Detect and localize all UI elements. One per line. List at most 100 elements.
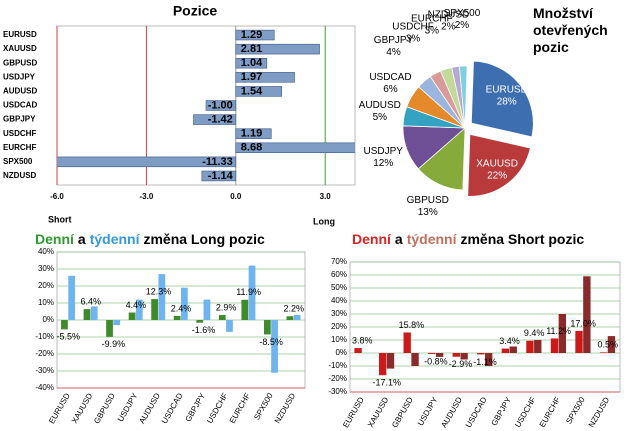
x-tick-label: EURCHF: [538, 395, 563, 428]
value-label: 15.8%: [399, 320, 425, 330]
y-tick-label: NZDUSD: [3, 171, 37, 180]
value-label: -1.6%: [192, 325, 216, 335]
x-tick-label: AUDUSD: [137, 391, 162, 425]
slice-label: GBPJPY: [374, 35, 414, 46]
x-tick-label: EURUSD: [47, 391, 72, 425]
pie-slice: [467, 133, 531, 197]
bar: [386, 353, 395, 369]
value-label: 2.4%: [171, 303, 192, 313]
y-tick-label: 40%: [331, 296, 347, 305]
bar: [173, 315, 181, 320]
slice-value: 4%: [386, 47, 401, 58]
bar: [205, 100, 237, 111]
x-tick-label: XAUUSD: [366, 395, 391, 429]
value-label: 0.5%: [597, 340, 618, 350]
slice-label: AUDUSD: [359, 100, 401, 111]
x-label: Long: [313, 216, 335, 226]
bar: [193, 114, 237, 125]
bar: [403, 332, 411, 353]
bar: [263, 320, 271, 335]
slice-label: NZDUSD: [428, 9, 470, 20]
slice-value: 3%: [425, 25, 440, 36]
y-tick-label: -30%: [35, 366, 54, 375]
slice-label: EURUSD: [486, 85, 528, 96]
bar: [558, 314, 566, 353]
x-tick-label: EURCHF: [228, 391, 253, 424]
bar: [235, 43, 320, 55]
y-tick-label: 50%: [331, 283, 347, 292]
bar: [575, 330, 583, 353]
value-label: 1.29: [241, 29, 262, 41]
bar: [201, 170, 237, 182]
bar: [607, 336, 616, 353]
x-tick-label: USDCHF: [205, 391, 230, 424]
y-tick-label: 40%: [38, 247, 54, 256]
y-tick-label: 10%: [331, 335, 347, 344]
y-tick-label: -10%: [35, 332, 54, 341]
bar: [501, 348, 510, 353]
x-tick-label: SPX500: [252, 391, 275, 421]
y-tick-label: SPX500: [3, 157, 33, 166]
title-part: týdenní: [90, 231, 141, 247]
bar: [286, 316, 294, 320]
y-tick-label: 0%: [335, 348, 347, 357]
bar: [378, 353, 387, 376]
title-part: a: [78, 231, 86, 247]
y-tick-label: 60%: [331, 270, 347, 279]
bar: [113, 320, 121, 326]
bars: [57, 29, 355, 182]
x-tick-label: USDCAD: [160, 391, 185, 425]
x-tick-label: EURUSD: [341, 395, 366, 429]
x-tick-label: -3.0: [140, 192, 154, 201]
value-label: 1.97: [241, 71, 262, 83]
y-tick-label: -30%: [328, 387, 347, 396]
x-tick-label: NZDUSD: [273, 391, 298, 425]
value-label: 4.4%: [126, 300, 147, 310]
bar: [83, 309, 91, 320]
bar: [90, 306, 98, 320]
bar: [57, 156, 237, 168]
pie-slice: [458, 65, 468, 129]
bar: [550, 338, 559, 353]
value-label: 2.81: [241, 43, 262, 55]
slice-value: 13%: [418, 207, 438, 218]
value-label: -17.1%: [373, 378, 402, 388]
y-tick-label: EURUSD: [3, 30, 37, 39]
x-tick-label: SPX500: [564, 395, 587, 425]
x-tick-label: 0.0: [230, 192, 242, 201]
value-label: -5.5%: [57, 332, 81, 342]
value-label: 1.54: [241, 85, 263, 97]
pie-title: Množství otevřených pozic: [533, 5, 608, 55]
y-tick-label: EURCHF: [3, 143, 36, 152]
slice-value: 28%: [497, 97, 517, 108]
chart-title: Denní a týdenní změna Short pozic: [352, 231, 584, 247]
x-tick-label: -6.0: [50, 192, 64, 201]
y-tick-label: USDCHF: [3, 129, 36, 138]
value-label: 1.04: [241, 57, 263, 69]
chart-title: Denní a týdenní změna Long pozic: [35, 231, 265, 247]
slice-label: SPX500: [444, 8, 481, 19]
bar: [106, 320, 113, 337]
y-tick-label: 70%: [331, 257, 347, 266]
bar: [203, 299, 211, 320]
value-label: -1.42: [208, 113, 233, 125]
x-label: Short: [48, 214, 72, 224]
slice-value: 6%: [383, 84, 398, 95]
title-part: změna Long pozic: [143, 231, 265, 247]
title-part: Denní: [352, 231, 392, 247]
slice-value: 22%: [487, 170, 507, 181]
value-label: -1.00: [208, 99, 233, 111]
x-tick-label: GBPJPY: [490, 395, 514, 427]
bar: [235, 57, 268, 69]
bar: [235, 86, 282, 97]
value-label: -8.5%: [259, 337, 283, 347]
x-tick-label: 3.0: [320, 192, 332, 201]
value-label: 1.19: [241, 128, 262, 140]
bar: [526, 340, 534, 353]
value-label: -0.8%: [424, 356, 448, 366]
y-tick-label: 30%: [331, 309, 347, 318]
bar: [151, 299, 159, 320]
value-label: -11.33: [202, 156, 233, 168]
